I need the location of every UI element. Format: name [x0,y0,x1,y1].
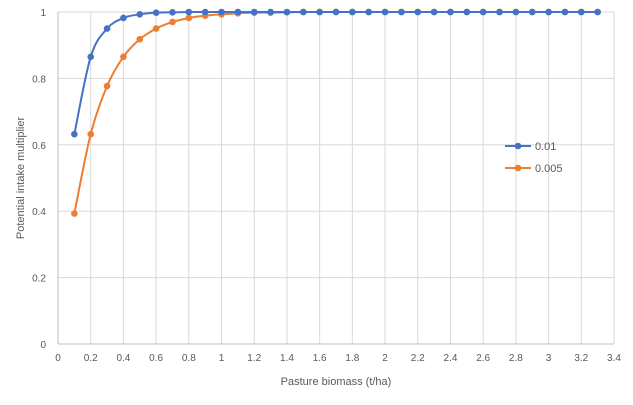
x-tick-label: 1.2 [247,353,261,364]
legend-label: 0.01 [535,141,556,153]
data-point [512,8,520,16]
data-point [136,35,144,43]
series-0.005 [71,8,601,217]
data-point [528,8,536,16]
y-tick-label: 0 [40,340,46,351]
data-point [316,8,323,16]
data-point [185,14,193,22]
data-point [169,9,176,16]
data-point [561,8,569,16]
series-0.01 [71,8,601,138]
x-tick-label: 2.4 [444,353,458,364]
data-point [430,8,438,16]
data-point [496,8,503,16]
x-tick-label: 0.8 [182,353,196,364]
x-tick-label: 0.6 [149,353,163,364]
x-tick-label: 1 [219,353,225,364]
data-point [267,8,274,16]
data-point [577,8,585,16]
x-tick-label: 3 [546,353,552,364]
data-point [447,8,454,16]
x-tick-label: 2.2 [411,353,425,364]
data-point [332,8,340,16]
data-point [103,25,111,32]
y-tick-label: 0.6 [32,141,46,152]
data-point [120,14,127,22]
data-point [87,130,95,138]
data-point [545,8,552,16]
y-tick-label: 0.4 [32,207,46,218]
data-point [365,8,373,16]
data-point [185,8,193,16]
data-point [120,53,127,61]
y-tick-label: 0.2 [32,274,46,285]
x-tick-label: 0.4 [116,353,130,364]
data-point [414,8,422,16]
x-tick-label: 1.6 [313,353,327,364]
data-point [250,8,258,16]
data-point [234,8,242,16]
gridlines [58,11,615,344]
data-point [169,18,176,26]
y-axis-title: Potential intake multiplier [15,117,27,240]
x-tick-label: 1.4 [280,353,294,364]
data-point [87,53,95,61]
x-tick-label: 3.2 [574,353,588,364]
data-point [136,11,144,18]
x-tick-label: 2.8 [509,353,523,364]
data-point [218,8,225,16]
data-point [398,8,405,16]
x-axis-title: Pasture biomass (t/ha) [281,376,392,388]
y-tick-label: 0.8 [32,74,46,85]
data-point [594,8,601,16]
data-point [103,82,111,90]
data-point [201,8,209,16]
data-point [299,8,307,16]
data-point [381,8,389,16]
x-tick-label: 2.6 [476,353,490,364]
data-point [152,25,160,32]
data-point [71,130,78,138]
x-tick-label: 1.8 [345,353,359,364]
x-tick-label: 2 [382,353,388,364]
data-point [479,8,487,16]
legend-swatch-marker [514,142,522,150]
x-tick-label: 3.4 [607,353,621,364]
data-point [283,8,291,16]
series-layer [71,8,601,217]
data-point [152,9,160,16]
legend-label: 0.005 [535,163,563,175]
legend: 0.01 0.005 [505,141,563,175]
x-tick-label: 0.2 [84,353,98,364]
data-point [463,8,471,16]
data-point [349,8,356,16]
data-point [71,210,78,217]
legend-swatch-marker [514,164,522,172]
x-tick-label: 0 [55,353,61,364]
series-line [73,10,598,214]
axes: 0 0.2 0.4 0.6 0.8 1 1.2 1.4 1.6 1.8 2 2.2 2.4 2.6 2.8 3… [32,8,621,364]
y-tick-label: 1 [40,8,46,19]
